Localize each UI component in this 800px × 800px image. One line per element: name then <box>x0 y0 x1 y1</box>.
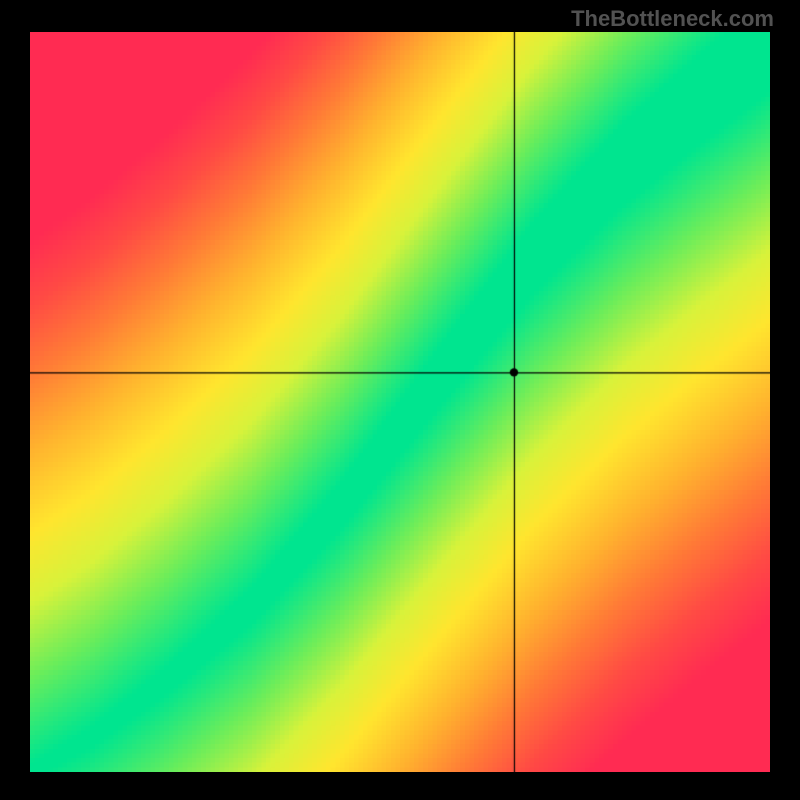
source-watermark: TheBottleneck.com <box>571 6 774 32</box>
bottleneck-heatmap <box>30 32 770 772</box>
chart-container: TheBottleneck.com <box>0 0 800 800</box>
